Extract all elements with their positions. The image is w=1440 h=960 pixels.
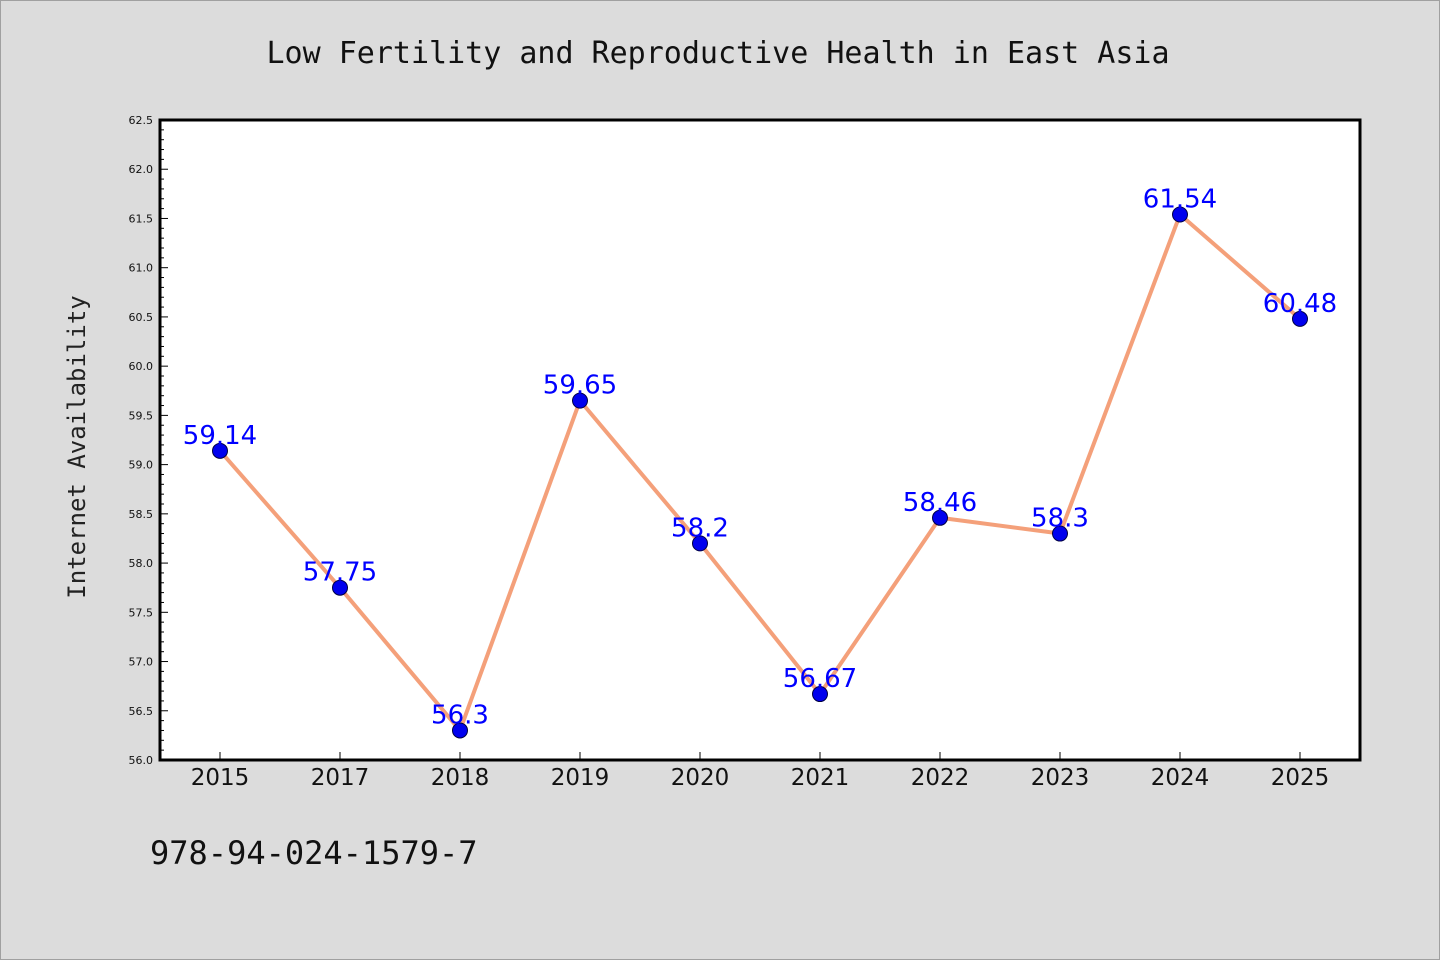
y-tick-label: 62.0 [129, 163, 154, 176]
data-point-marker [452, 722, 468, 739]
plot-border [158, 118, 1362, 762]
chart-title: Low Fertility and Reproductive Health in… [266, 36, 1169, 71]
data-label: 57.75 [303, 558, 377, 588]
data-label-group: 59.14 57.75 56.3 59.65 58.2 56.67 58.46 58.3 61.… [183, 185, 1337, 731]
data-label: 59.65 [543, 371, 617, 401]
y-tick-label: 58.5 [129, 508, 154, 521]
x-tick-label: 2020 [671, 765, 730, 791]
y-tick-label: 57.5 [129, 606, 154, 619]
data-point-marker [932, 509, 948, 526]
data-label: 56.3 [431, 700, 489, 730]
data-label: 59.14 [183, 421, 257, 451]
data-label: 61.54 [1143, 185, 1217, 215]
data-point-marker [812, 686, 828, 703]
x-tick-label: 2025 [1271, 765, 1330, 791]
data-label: 60.48 [1263, 289, 1337, 319]
x-tick-label: 2022 [911, 765, 970, 791]
data-point-marker [692, 535, 708, 552]
data-label: 58.2 [671, 513, 729, 543]
y-tick-label: 59.5 [129, 409, 154, 422]
x-axis: 2015 2017 2018 2019 2020 2021 2022 2023 2024 2025 [191, 752, 1330, 791]
y-tick-label: 56.5 [129, 705, 154, 718]
x-tick-label: 2023 [1031, 765, 1090, 791]
data-label: 58.3 [1031, 504, 1089, 534]
x-tick-label: 2018 [431, 765, 490, 791]
x-tick-label: 2024 [1151, 765, 1210, 791]
series-line [218, 212, 1302, 733]
y-tick-label: 60.5 [129, 311, 154, 324]
y-tick-label: 61.0 [129, 262, 154, 275]
x-tick-label: 2021 [791, 765, 850, 791]
y-axis-label: Internet Availability [63, 295, 91, 598]
y-tick-label: 58.0 [129, 557, 154, 570]
plot-area [160, 120, 1360, 760]
y-tick-label: 57.0 [129, 656, 154, 669]
data-point-marker [332, 579, 348, 596]
y-tick-label: 61.5 [129, 212, 154, 225]
y-tick-label: 62.5 [129, 114, 154, 127]
x-tick-label: 2017 [311, 765, 370, 791]
x-tick-label: 2015 [191, 765, 250, 791]
series-line-group [218, 212, 1302, 733]
y-tick-label: 60.0 [129, 360, 154, 373]
data-point-marker [572, 392, 588, 409]
y-tick-label: 59.0 [129, 459, 154, 472]
y-tick-label: 56.0 [129, 754, 154, 767]
data-label: 56.67 [783, 664, 857, 694]
isbn-text: 978-94-024-1579-7 [150, 834, 478, 872]
data-point-marker [212, 442, 228, 459]
data-point-marker [1172, 206, 1188, 223]
data-point-marker [1052, 525, 1068, 542]
marker-group [212, 206, 1308, 739]
data-label: 58.46 [903, 488, 977, 518]
x-tick-label: 2019 [551, 765, 610, 791]
data-point-marker [1292, 310, 1308, 327]
